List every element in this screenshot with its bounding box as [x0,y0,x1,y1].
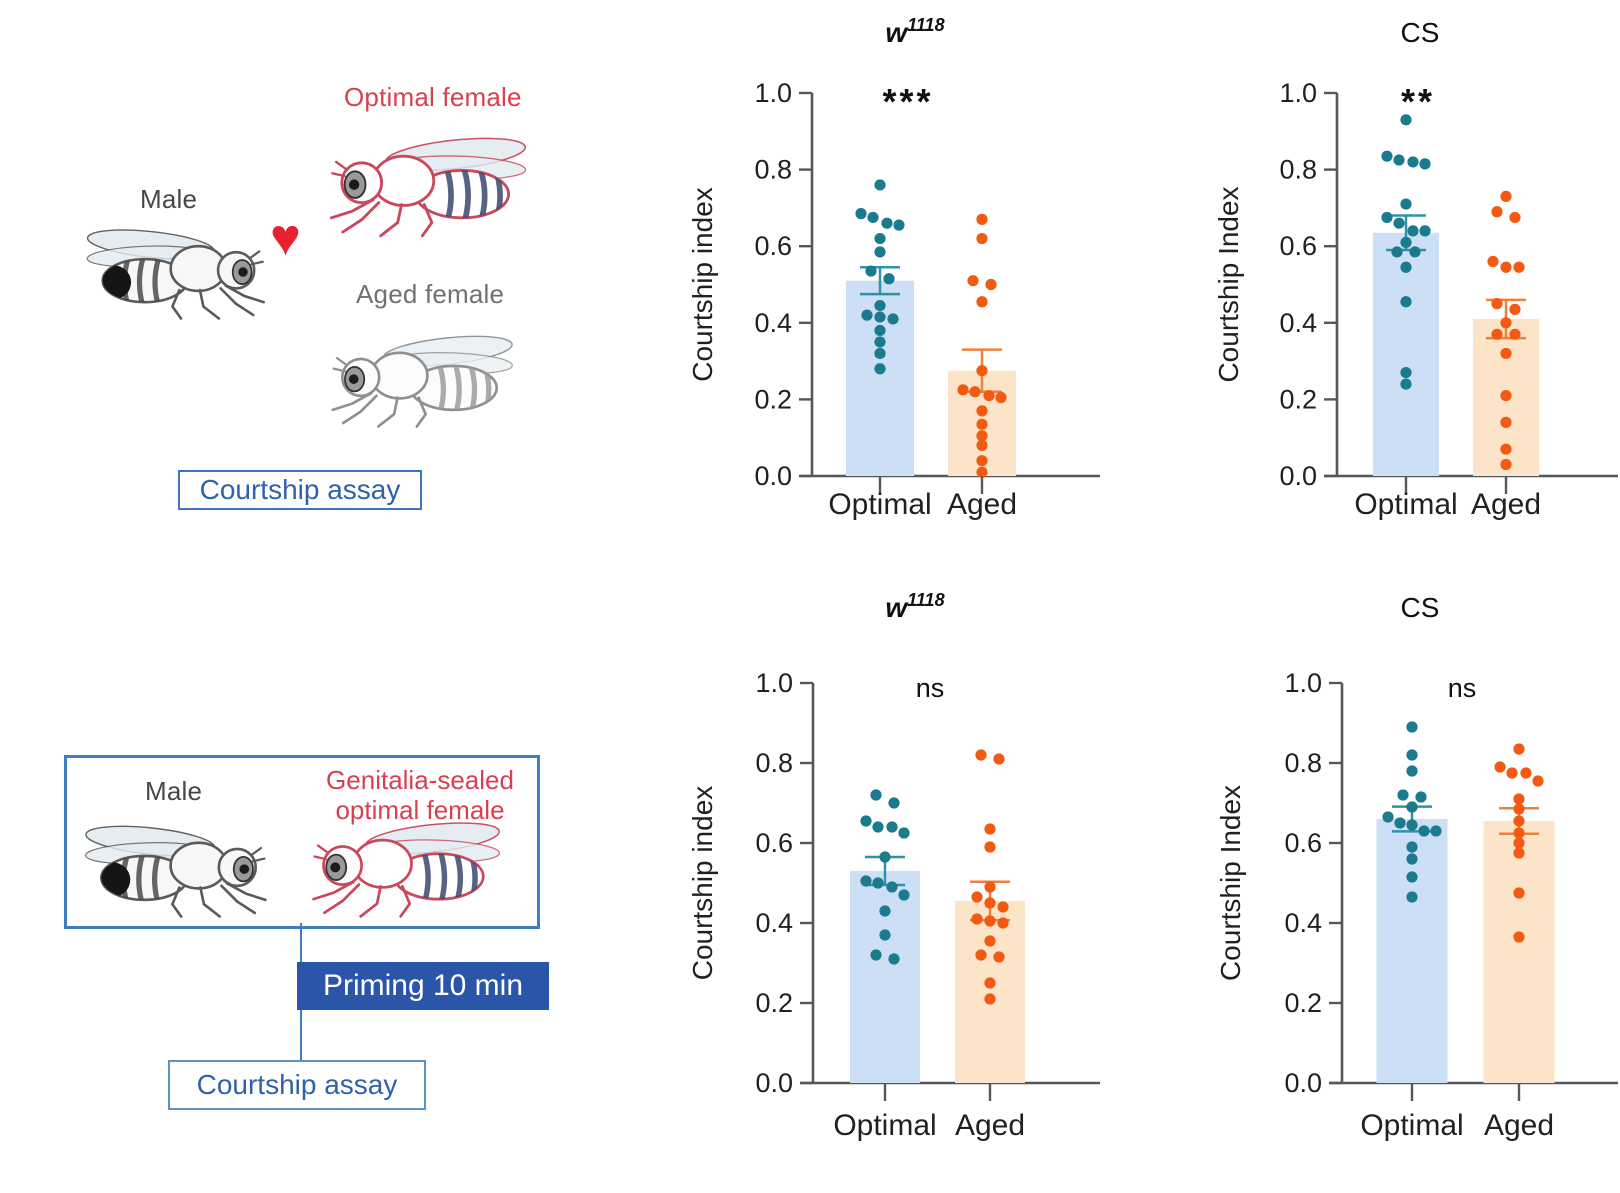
svg-text:ns: ns [1448,673,1477,703]
chart-cs-primed: 0.0 0.2 0.4 0.6 0.8 1.0 Optimal Aged ns CS Courtsh… [1180,585,1620,1193]
aged-female-fly-illustration [322,316,524,430]
svg-text:0.6: 0.6 [754,231,792,261]
svg-text:0.2: 0.2 [755,988,793,1018]
svg-text:CS: CS [1401,592,1440,623]
svg-text:0.0: 0.0 [1279,461,1317,491]
courtship-assay-label-2: Courtship assay [196,1069,398,1100]
svg-text:Aged: Aged [947,488,1017,521]
svg-text:0.0: 0.0 [754,461,792,491]
svg-text:Optimal: Optimal [833,1109,936,1142]
male-label: Male [140,184,198,214]
svg-text:0.2: 0.2 [754,384,792,414]
courtship-assay-label: Courtship assay [199,474,401,505]
svg-text:Optimal: Optimal [1354,488,1457,521]
svg-text:0.2: 0.2 [1279,384,1317,414]
courtship-assay-box: Courtship assay [178,470,422,510]
sealed-female-label: Genitalia-sealed optimal female [326,765,514,825]
svg-text:0.6: 0.6 [755,828,793,858]
svg-text:1.0: 1.0 [1284,668,1322,698]
optimal-female-label: Optimal female [344,82,522,112]
svg-text:1.0: 1.0 [1279,78,1317,108]
svg-text:0.2: 0.2 [1284,988,1322,1018]
svg-text:0.0: 0.0 [755,1068,793,1098]
courtship-assay-box-2: Courtship assay [168,1060,426,1110]
svg-text:w1118: w1118 [885,590,944,623]
chart-w1118-primed: 0.0 0.2 0.4 0.6 0.8 1.0 Optimal Aged ns w1118 Cour… [680,585,1130,1193]
svg-text:0.4: 0.4 [1284,908,1322,938]
svg-text:Courtship Index: Courtship Index [1215,785,1246,981]
svg-text:0.6: 0.6 [1279,231,1317,261]
svg-text:0.0: 0.0 [1284,1068,1322,1098]
male-label-2: Male [145,776,203,806]
svg-text:CS: CS [1401,17,1440,48]
svg-text:Aged: Aged [1484,1109,1554,1142]
svg-text:0.8: 0.8 [754,155,792,185]
svg-text:0.4: 0.4 [755,908,793,938]
aged-female-label: Aged female [356,279,505,309]
svg-text:Courtship index: Courtship index [687,187,718,382]
svg-text:Aged: Aged [1471,488,1541,521]
svg-text:***: *** [882,81,933,122]
svg-text:Courtship index: Courtship index [687,786,718,981]
svg-text:0.8: 0.8 [1284,748,1322,778]
svg-text:1.0: 1.0 [755,668,793,698]
svg-text:Optimal: Optimal [828,488,931,521]
svg-text:**: ** [1401,81,1435,122]
svg-text:Courtship Index: Courtship Index [1213,186,1244,382]
svg-text:Optimal: Optimal [1360,1109,1463,1142]
chart-w1118-courtship: 0.0 0.2 0.4 0.6 0.8 1.0 Optimal Aged *** w1118 Cou… [680,0,1130,560]
svg-text:ns: ns [916,673,945,703]
svg-text:0.6: 0.6 [1284,828,1322,858]
chart-cs-courtship: 0.0 0.2 0.4 0.6 0.8 1.0 Optimal Aged ** CS Courtsh… [1180,0,1620,560]
svg-text:1.0: 1.0 [754,78,792,108]
svg-text:Aged: Aged [955,1109,1025,1142]
svg-text:0.8: 0.8 [755,748,793,778]
male-fly-illustration [76,210,274,322]
svg-text:0.4: 0.4 [1279,308,1317,338]
svg-text:0.4: 0.4 [754,308,792,338]
male-fly-illustration-2 [74,806,276,920]
sealed-female-fly-illustration [296,802,518,920]
svg-text:0.8: 0.8 [1279,155,1317,185]
heart-icon: ♥ [270,209,301,267]
svg-text:w1118: w1118 [885,15,944,48]
priming-label: Priming 10 min [322,969,524,1002]
optimal-female-fly-illustration [320,116,538,240]
priming-step-box: Priming 10 min [297,962,549,1010]
